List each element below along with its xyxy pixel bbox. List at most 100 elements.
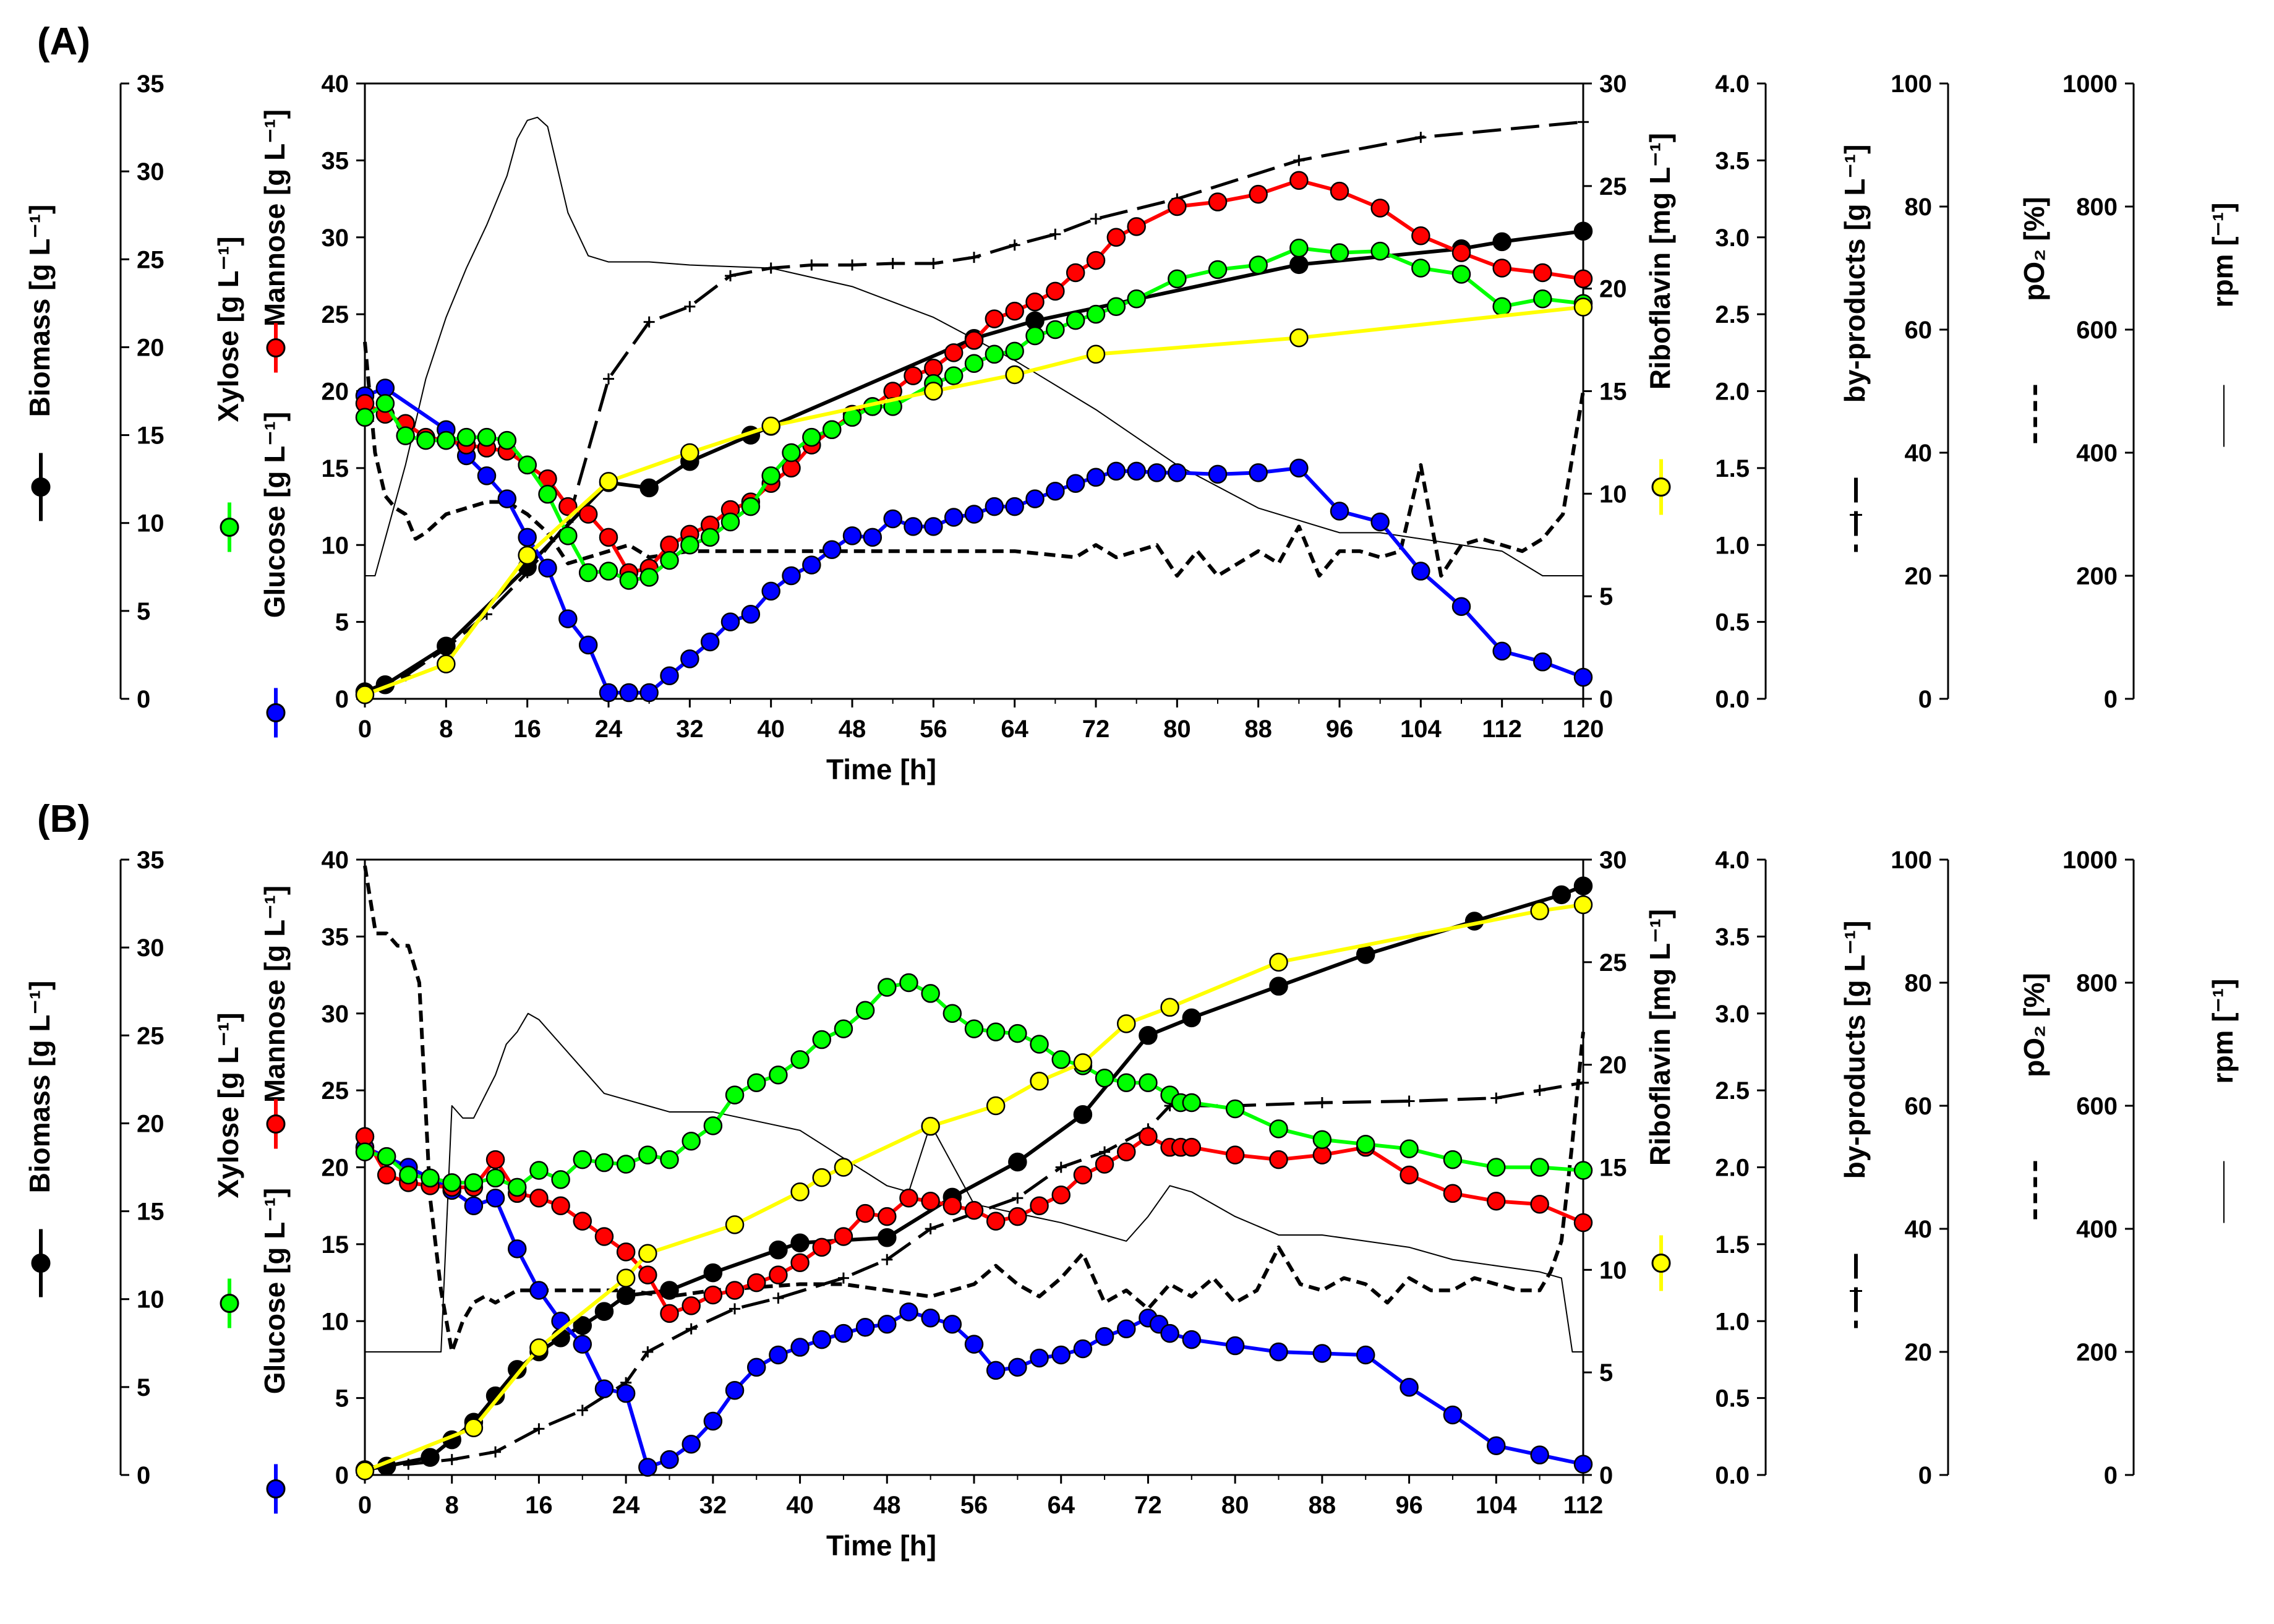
rpm-axis-label: rpm [⁻¹] bbox=[2207, 203, 2239, 308]
point-glucose bbox=[573, 1335, 592, 1354]
x-tick-label: 64 bbox=[1001, 716, 1028, 743]
point-by-products bbox=[881, 1254, 893, 1265]
riboflavin-tick-label: 0 bbox=[1599, 686, 1613, 713]
x-tick-label: 72 bbox=[1082, 716, 1110, 743]
point-glucose bbox=[529, 1281, 549, 1300]
point-mannose bbox=[1106, 228, 1126, 247]
point-mannose bbox=[944, 343, 964, 362]
point-by-products bbox=[643, 316, 655, 328]
point-biomass bbox=[485, 1386, 505, 1406]
point-mannose bbox=[1573, 269, 1593, 289]
rpm-tick-label: 800 bbox=[2076, 970, 2118, 997]
rpm-tick-label: 0 bbox=[2104, 686, 2118, 713]
point-biomass bbox=[573, 1316, 592, 1335]
point-glucose bbox=[746, 1357, 766, 1377]
x-tick-label: 96 bbox=[1326, 716, 1354, 743]
x-tick-label: 72 bbox=[1134, 1492, 1162, 1519]
series-line-rpm bbox=[365, 116, 1583, 576]
point-riboflavin bbox=[1289, 328, 1309, 348]
point-xylose bbox=[1249, 255, 1268, 275]
rpm-tick-label: 400 bbox=[2076, 440, 2118, 467]
byproducts-tick-label: 0.5 bbox=[1715, 1385, 1750, 1412]
point-glucose bbox=[921, 1309, 940, 1328]
point-glucose bbox=[769, 1345, 788, 1365]
point-biomass bbox=[878, 1228, 897, 1247]
point-mannose bbox=[1182, 1137, 1202, 1157]
point-glucose bbox=[883, 509, 902, 529]
x-tick-label: 96 bbox=[1395, 1492, 1423, 1519]
point-mannose bbox=[964, 1200, 984, 1220]
point-xylose bbox=[899, 973, 918, 993]
point-mannose bbox=[1066, 263, 1085, 283]
biomass-tick-label: 10 bbox=[137, 1286, 165, 1314]
point-mannose bbox=[855, 1203, 875, 1223]
point-xylose bbox=[660, 1150, 679, 1169]
point-glucose bbox=[720, 612, 740, 631]
point-glucose bbox=[822, 540, 842, 559]
point-xylose bbox=[1492, 297, 1511, 316]
point-glucose bbox=[1249, 463, 1268, 482]
point-xylose bbox=[573, 1150, 592, 1169]
point-xylose bbox=[1086, 304, 1106, 324]
point-glucose bbox=[619, 683, 639, 703]
point-by-products bbox=[772, 1292, 784, 1304]
po2-tick-label: 60 bbox=[1905, 1093, 1933, 1120]
series-line-glucose bbox=[364, 386, 1584, 695]
rpm-tick-label: 1000 bbox=[2062, 847, 2118, 874]
point-glucose bbox=[1208, 464, 1228, 484]
biomass-tick-label: 0 bbox=[137, 1462, 150, 1489]
point-glucose bbox=[1289, 458, 1309, 478]
point-glucose bbox=[1573, 667, 1593, 687]
point-biomass bbox=[1356, 945, 1375, 964]
riboflavin-tick-label: 15 bbox=[1599, 1155, 1627, 1182]
point-xylose bbox=[790, 1050, 810, 1069]
point-xylose bbox=[741, 497, 761, 516]
sugars-tick-label: 20 bbox=[322, 1155, 349, 1182]
point-xylose bbox=[638, 1145, 657, 1165]
point-xylose bbox=[761, 466, 780, 485]
point-mannose bbox=[985, 309, 1004, 328]
point-glucose bbox=[594, 1379, 614, 1398]
point-glucose bbox=[538, 558, 557, 578]
sugars-tick-label: 10 bbox=[322, 1308, 349, 1335]
point-mannose bbox=[904, 366, 923, 385]
point-xylose bbox=[421, 1168, 440, 1188]
point-mannose bbox=[1533, 263, 1552, 283]
point-riboflavin bbox=[355, 1461, 375, 1481]
point-xylose bbox=[1127, 289, 1146, 309]
point-xylose bbox=[985, 344, 1004, 364]
point-glucose bbox=[700, 632, 720, 652]
point-mannose bbox=[1269, 1150, 1288, 1169]
point-xylose bbox=[1400, 1139, 1419, 1158]
point-xylose bbox=[680, 536, 699, 555]
biomass-axis-label: Biomass [g L⁻¹] bbox=[24, 981, 56, 1194]
point-mannose bbox=[943, 1196, 962, 1215]
point-mannose bbox=[1005, 301, 1024, 321]
point-glucose bbox=[1451, 597, 1471, 616]
point-by-products bbox=[847, 259, 858, 271]
point-riboflavin bbox=[680, 443, 699, 463]
point-glucose bbox=[855, 1317, 875, 1337]
point-xylose bbox=[1530, 1158, 1549, 1177]
point-mannose bbox=[1573, 1213, 1593, 1233]
x-tick-label: 112 bbox=[1482, 716, 1522, 743]
biomass-legend-marker bbox=[31, 477, 51, 497]
point-riboflavin bbox=[1030, 1071, 1049, 1091]
point-xylose bbox=[639, 568, 659, 587]
point-riboflavin bbox=[464, 1418, 484, 1437]
point-riboflavin bbox=[599, 472, 618, 491]
x-tick-label: 40 bbox=[757, 716, 785, 743]
point-glucose bbox=[1005, 497, 1024, 516]
point-xylose bbox=[1411, 259, 1430, 278]
sugars-tick-label: 5 bbox=[335, 1385, 349, 1412]
series-line-po2 bbox=[363, 341, 1585, 578]
point-xylose bbox=[746, 1073, 766, 1092]
point-by-products bbox=[1049, 228, 1061, 240]
point-glucose bbox=[680, 649, 699, 669]
point-glucose bbox=[578, 635, 598, 655]
point-by-products bbox=[1415, 132, 1427, 143]
riboflavin-tick-label: 25 bbox=[1599, 173, 1627, 200]
series-line-xylose bbox=[364, 246, 1584, 583]
point-glucose bbox=[1073, 1339, 1093, 1359]
point-xylose bbox=[1225, 1099, 1245, 1119]
